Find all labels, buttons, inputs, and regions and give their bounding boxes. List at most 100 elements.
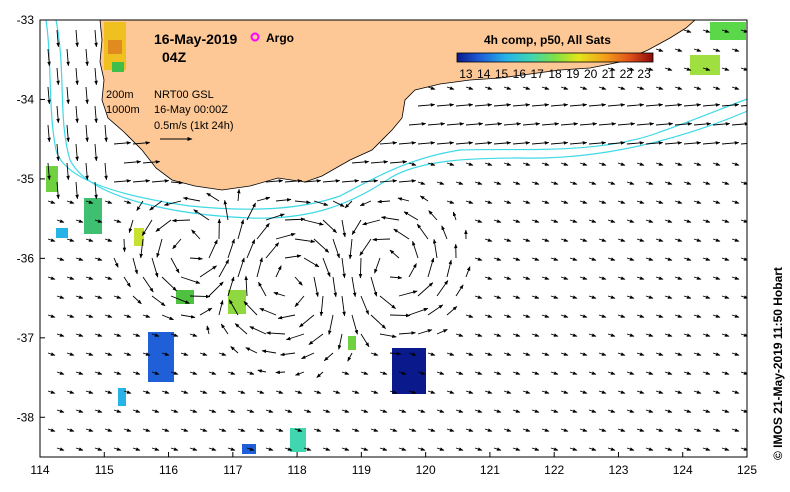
current-vector [541,352,550,356]
current-vector [531,333,540,337]
current-vector [47,48,51,67]
current-vector [393,228,410,240]
current-vector [341,257,346,279]
current-vector [189,256,203,261]
current-vector [731,48,740,52]
current-vector [66,390,75,394]
current-vector [569,219,578,223]
current-vector [332,428,341,432]
current-vector [693,314,702,318]
current-vector [180,390,189,394]
current-vector [721,219,730,223]
current-vector [598,238,607,242]
current-vector [370,428,379,432]
current-vector [541,238,550,242]
current-vector [541,200,550,204]
current-vector [332,390,341,394]
current-vector [94,67,98,86]
current-vector [113,219,122,223]
current-vector [75,333,84,337]
current-vector [191,229,201,240]
sst-patch [392,348,426,394]
current-vector [47,200,56,204]
current-vector [655,86,664,90]
current-vector [47,314,56,318]
sst-patch [710,22,746,40]
current-vector [322,179,341,183]
current-vector [617,200,626,204]
current-vector [128,219,134,234]
x-tick-label: 125 [737,463,757,477]
current-vector [427,122,446,126]
current-vector [702,103,721,107]
current-vector [465,314,474,318]
current-vector [303,219,324,226]
current-vector [655,314,664,318]
current-vector [674,162,683,166]
current-vector [484,428,493,432]
current-vector [323,352,334,362]
current-vector [588,103,607,107]
current-vector [446,259,452,278]
current-vector [683,181,692,185]
current-vector [246,409,255,413]
current-vector [731,86,740,90]
current-vector [617,238,626,242]
current-vector [322,409,331,413]
current-vector [85,86,89,105]
current-vector [246,239,256,259]
current-vector [256,428,265,432]
current-vector [227,276,235,297]
current-vector [170,409,179,413]
current-vector [284,447,293,451]
colorbar-tick-label: 13 [459,67,473,81]
current-vector [75,105,79,124]
current-vector [218,259,230,278]
current-vector [294,390,303,394]
current-vector [531,219,540,223]
current-vector [94,447,103,451]
current-vector [408,162,417,166]
current-vector [227,371,236,375]
current-vector [721,409,730,413]
current-vector [319,295,324,317]
current-vector [522,86,531,90]
current-vector [180,428,189,432]
current-vector [275,370,286,375]
current-vector [416,223,429,240]
current-vector [417,282,434,297]
current-vector [436,409,445,413]
current-vector [389,249,400,259]
current-vector [151,295,166,307]
current-vector [636,238,645,242]
current-vector [123,352,132,356]
current-vector [417,141,436,145]
current-vector [218,352,227,356]
current-vector [208,281,224,297]
x-axis: 114 115 116 117 118 119 120 121 122 123 124 125 [30,452,757,477]
y-tick-label: -38 [17,410,35,424]
current-vector [56,67,60,86]
current-vector [512,141,531,145]
current-vector [66,48,70,67]
current-vector [104,276,113,280]
current-vector [503,86,512,90]
current-vector [541,314,550,318]
current-vector [380,216,400,221]
current-vector [280,352,296,357]
current-vector [598,86,607,90]
current-vector [142,276,154,293]
current-vector [626,257,635,261]
current-vector [683,219,692,223]
current-vector [588,181,597,185]
current-vector [645,333,654,337]
colorbar [456,52,654,63]
x-tick-label: 116 [159,463,178,477]
current-vector [261,349,277,354]
current-vector [512,447,521,451]
current-vector [398,179,417,183]
current-vector [455,284,464,297]
current-vector [522,314,531,318]
current-vector [645,257,654,261]
